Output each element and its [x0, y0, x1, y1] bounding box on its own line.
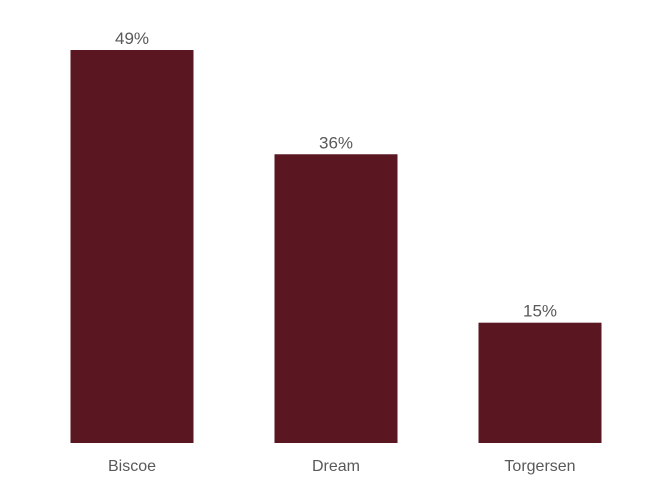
x-tick-label-dream: Dream [312, 458, 360, 475]
data-label-biscoe: 49% [115, 29, 149, 48]
bars-group [70, 50, 602, 443]
data-label-torgersen: 15% [523, 302, 557, 321]
bar-biscoe [70, 50, 194, 443]
bar-torgersen [478, 322, 602, 443]
x-tick-label-biscoe: Biscoe [108, 458, 156, 475]
data-label-dream: 36% [319, 133, 353, 152]
value-labels-group: 49% 36% 15% [115, 29, 557, 321]
bar-dream [274, 154, 398, 443]
x-axis-tick-labels: Biscoe Dream Torgersen [108, 458, 576, 475]
x-tick-label-torgersen: Torgersen [504, 458, 575, 475]
